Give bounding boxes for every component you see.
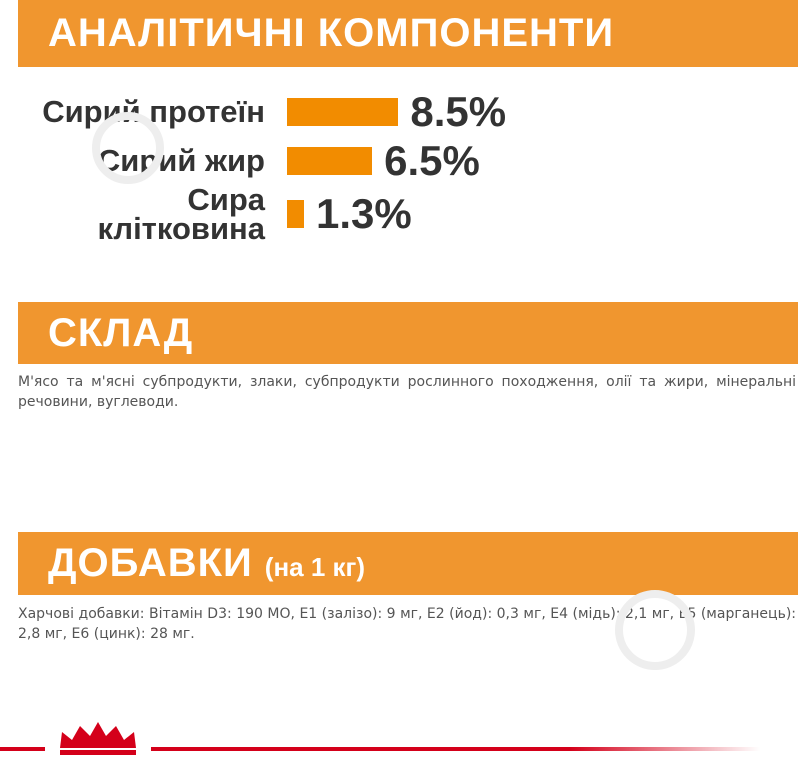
additives-banner: ДОБАВКИ (на 1 кг) — [18, 532, 798, 595]
logo — [45, 722, 151, 760]
value-label: 1.3% — [316, 190, 412, 237]
category-label: Сира клітковина — [97, 182, 265, 246]
composition-title: СКЛАД — [48, 310, 194, 355]
value-label: 8.5% — [410, 88, 507, 135]
additives-text: Харчові добавки: Вітамін D3: 190 МО, E1 … — [18, 606, 796, 642]
analytics-title: АНАЛІТИЧНІ КОМПОНЕНТИ — [48, 11, 615, 55]
value-label: 6.5% — [384, 137, 480, 184]
additives-title: ДОБАВКИ — [48, 541, 253, 585]
category-label: Сирий протеїн — [42, 94, 265, 129]
category-label: Сирий жир — [97, 143, 265, 178]
footer-line — [0, 747, 760, 751]
bar — [287, 147, 373, 175]
bar — [287, 98, 399, 126]
composition-banner: СКЛАД — [18, 302, 798, 364]
additives-subtitle: (на 1 кг) — [264, 552, 366, 582]
composition-text: М'ясо та м'ясні субпродукти, злаки, субп… — [18, 374, 796, 410]
analytics-banner: АНАЛІТИЧНІ КОМПОНЕНТИ — [18, 0, 798, 67]
bar — [287, 200, 305, 228]
